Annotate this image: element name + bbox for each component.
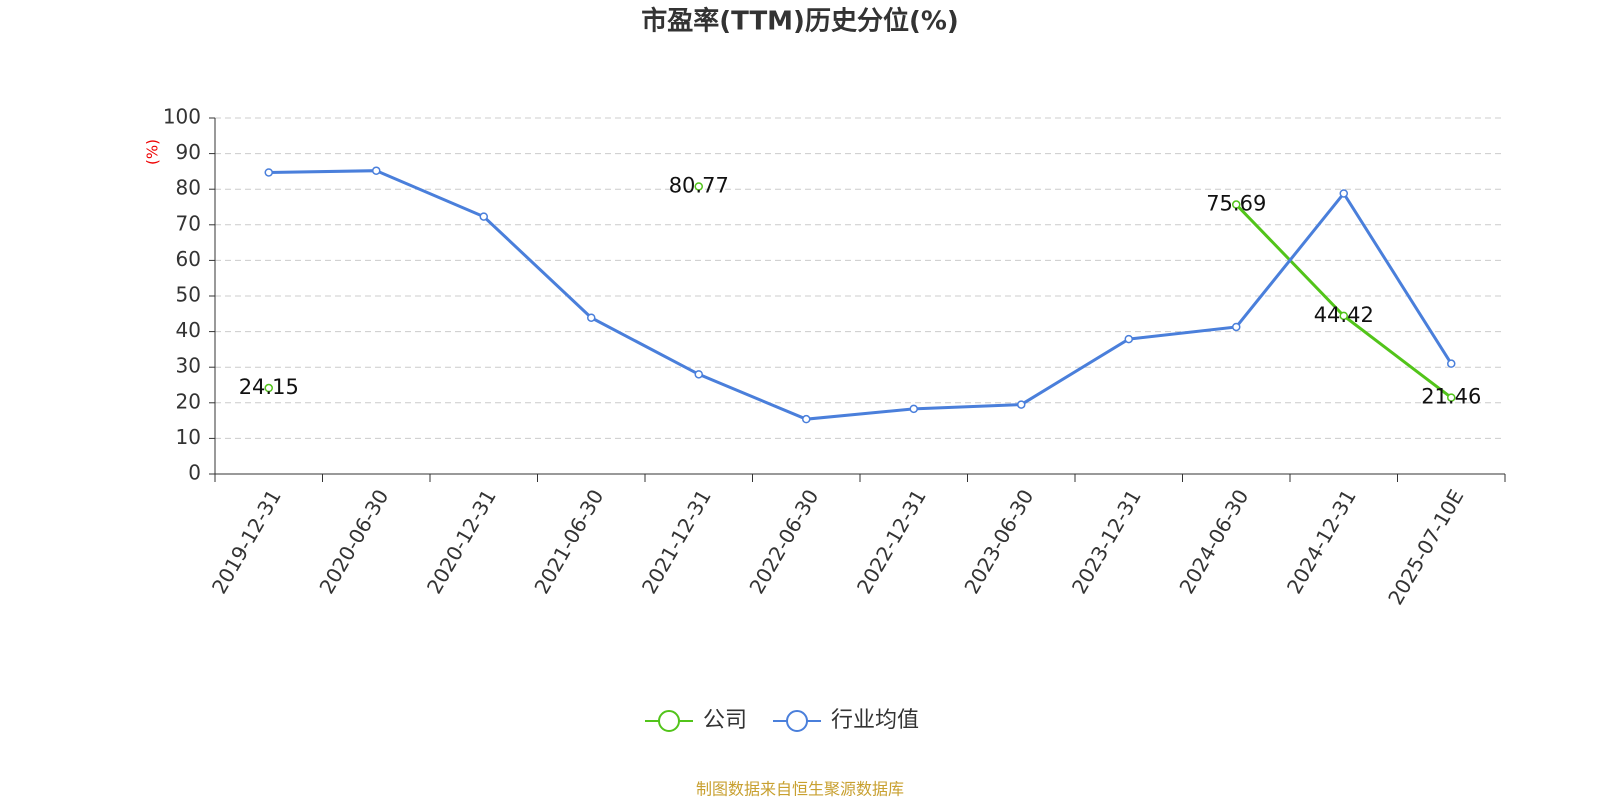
y-tick-label: 90 (176, 140, 201, 164)
data-label: 24.15 (239, 375, 299, 399)
data-point (1017, 400, 1026, 409)
data-point (372, 166, 381, 175)
x-tick-label: 2020-12-31 (422, 485, 501, 598)
y-tick-label: 80 (176, 176, 201, 200)
x-tick-label: 2025-07-10E (1383, 485, 1468, 609)
data-point (909, 404, 918, 414)
legend-label: 公司 (703, 708, 747, 733)
chart-title: 市盈率(TTM)历史分位(%) (641, 6, 959, 37)
legend-label: 行业均值 (831, 708, 919, 733)
y-tick-label: 20 (176, 389, 201, 413)
y-axis-label: (%) (144, 139, 162, 165)
series-line (1235, 203, 1453, 399)
y-tick-label: 70 (176, 211, 201, 235)
x-tick-label: 2024-06-30 (1174, 485, 1253, 598)
data-label: 80.77 (669, 173, 729, 197)
data-point (1447, 359, 1456, 368)
data-point (1339, 311, 1348, 321)
legend-item[interactable]: 公司 (645, 708, 747, 733)
data-label: 44.42 (1314, 303, 1374, 327)
data-point (587, 313, 596, 322)
series-line (268, 169, 1453, 421)
y-tick-label: 0 (188, 461, 201, 485)
data-point (802, 414, 811, 424)
data-point (1124, 334, 1133, 344)
data-point (264, 168, 273, 177)
legend-marker (658, 710, 680, 732)
data-point (1447, 393, 1456, 402)
legend-item[interactable]: 行业均值 (773, 708, 919, 733)
data-point (694, 182, 703, 191)
data-point (694, 370, 703, 379)
y-tick-label: 100 (163, 105, 201, 129)
data-label: 75.69 (1206, 192, 1266, 216)
y-tick-label: 60 (176, 247, 201, 271)
x-tick-label: 2023-12-31 (1067, 485, 1146, 598)
data-point (1232, 322, 1241, 332)
x-tick-label: 2019-12-31 (207, 485, 286, 598)
data-point (479, 212, 488, 221)
data-point (264, 383, 273, 393)
data-point (1339, 189, 1348, 198)
x-tick-label: 2024-12-31 (1282, 485, 1361, 598)
x-tick-label: 2022-12-31 (852, 485, 931, 598)
x-tick-label: 2022-06-30 (744, 485, 823, 598)
x-tick-label: 2023-06-30 (959, 485, 1038, 598)
x-tick-label: 2020-06-30 (314, 485, 393, 598)
y-tick-label: 50 (176, 283, 201, 307)
legend-marker (786, 710, 809, 732)
y-tick-label: 30 (176, 354, 201, 378)
y-tick-label: 40 (176, 318, 201, 342)
data-point (1232, 200, 1241, 209)
source-note: 制图数据来自恒生聚源数据库 (696, 780, 904, 799)
y-tick-label: 10 (176, 425, 201, 449)
x-tick-label: 2021-12-31 (637, 485, 716, 598)
x-tick-label: 2021-06-30 (529, 485, 608, 598)
data-label: 21.46 (1421, 385, 1481, 409)
